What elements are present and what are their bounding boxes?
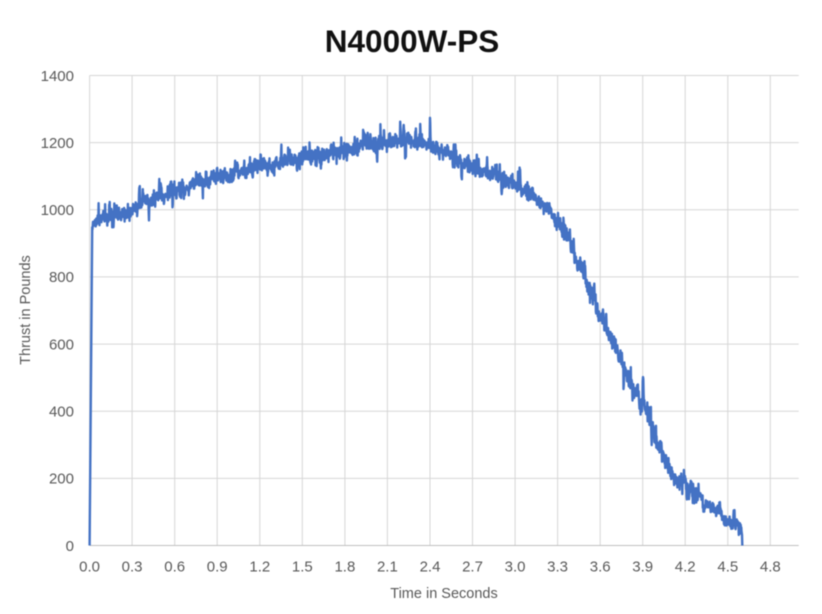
- svg-text:1400: 1400: [41, 68, 74, 85]
- svg-text:800: 800: [49, 269, 74, 286]
- svg-text:3.6: 3.6: [590, 559, 611, 576]
- svg-text:0.0: 0.0: [79, 559, 100, 576]
- svg-text:Time in Seconds: Time in Seconds: [390, 586, 497, 602]
- svg-text:0.3: 0.3: [122, 559, 143, 576]
- svg-text:200: 200: [49, 471, 74, 488]
- svg-text:1000: 1000: [41, 202, 74, 219]
- svg-text:0: 0: [66, 538, 74, 555]
- svg-text:1.5: 1.5: [292, 559, 313, 576]
- svg-text:3.0: 3.0: [505, 559, 526, 576]
- svg-text:1200: 1200: [41, 135, 74, 152]
- svg-text:N4000W-PS: N4000W-PS: [325, 23, 499, 59]
- svg-text:0.9: 0.9: [207, 559, 228, 576]
- svg-text:3.9: 3.9: [632, 559, 653, 576]
- svg-text:3.3: 3.3: [547, 559, 568, 576]
- svg-text:400: 400: [49, 404, 74, 421]
- svg-text:600: 600: [49, 336, 74, 353]
- svg-text:4.2: 4.2: [675, 559, 696, 576]
- svg-text:2.4: 2.4: [420, 559, 441, 576]
- svg-text:4.8: 4.8: [760, 559, 781, 576]
- svg-text:4.5: 4.5: [717, 559, 738, 576]
- svg-text:2.1: 2.1: [377, 559, 398, 576]
- svg-text:Thrust in Pounds: Thrust in Pounds: [18, 255, 34, 365]
- svg-text:0.6: 0.6: [164, 559, 185, 576]
- svg-text:1.8: 1.8: [334, 559, 355, 576]
- svg-text:1.2: 1.2: [249, 559, 270, 576]
- svg-text:2.7: 2.7: [462, 559, 483, 576]
